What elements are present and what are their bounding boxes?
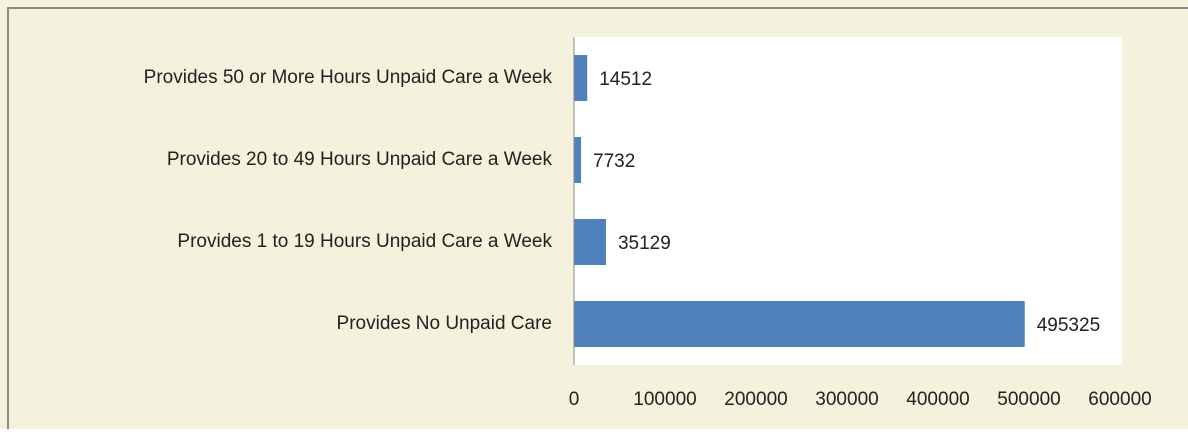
x-tick-label: 300000	[815, 389, 878, 410]
x-tick-label: 0	[569, 389, 580, 410]
data-label: 14512	[599, 69, 652, 90]
chart-border	[7, 7, 1188, 429]
y-tick-label: Provides 1 to 19 Hours Unpaid Care a Wee…	[177, 231, 552, 252]
x-tick-label: 600000	[1088, 389, 1151, 410]
bar	[574, 55, 588, 101]
data-label: 35129	[618, 233, 671, 254]
data-label: 7732	[593, 151, 635, 172]
bar	[574, 219, 606, 265]
bar	[574, 301, 1025, 347]
data-label: 495325	[1037, 315, 1100, 336]
bar	[574, 137, 582, 183]
x-tick-label: 500000	[997, 389, 1060, 410]
y-tick-label: Provides No Unpaid Care	[337, 313, 552, 334]
x-tick-label: 400000	[906, 389, 969, 410]
y-tick-label: Provides 20 to 49 Hours Unpaid Care a We…	[167, 149, 553, 170]
y-tick-label: Provides 50 or More Hours Unpaid Care a …	[144, 67, 553, 88]
x-tick-label: 200000	[724, 389, 787, 410]
x-tick-label: 100000	[633, 389, 696, 410]
